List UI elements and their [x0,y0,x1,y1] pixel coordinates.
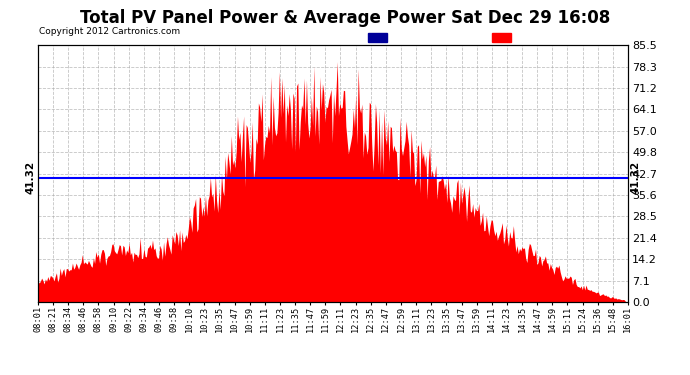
Text: Copyright 2012 Cartronics.com: Copyright 2012 Cartronics.com [39,27,180,36]
Text: 41.32: 41.32 [631,161,641,194]
Text: Total PV Panel Power & Average Power Sat Dec 29 16:08: Total PV Panel Power & Average Power Sat… [80,9,610,27]
Legend: Average  (DC Watts), PV Panels  (DC Watts): Average (DC Watts), PV Panels (DC Watts) [366,31,623,45]
Text: 41.32: 41.32 [25,161,35,194]
